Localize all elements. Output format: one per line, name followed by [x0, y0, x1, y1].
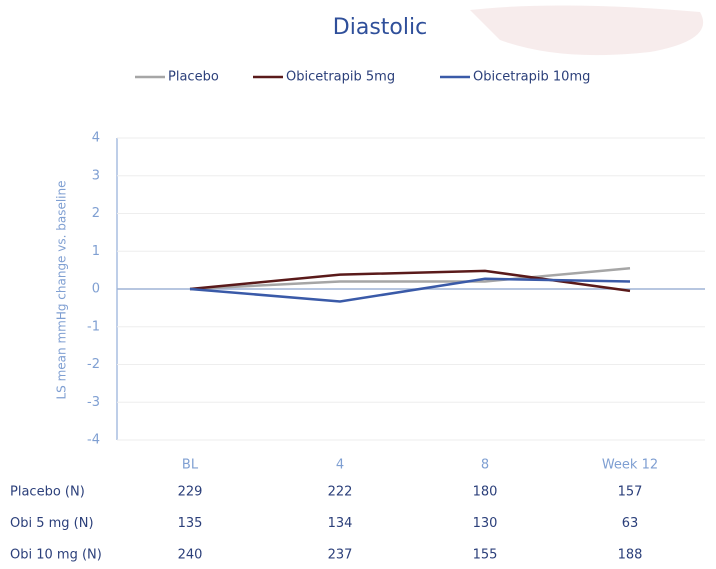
series-line [189, 266, 631, 291]
table-cell: 134 [328, 516, 353, 531]
table-cell: 157 [618, 485, 643, 500]
table-row-label: Obi 10 mg (N) [10, 548, 102, 563]
decoration [470, 5, 704, 56]
y-tick-label: -2 [87, 357, 100, 372]
x-tick-label: Week 12 [602, 458, 658, 473]
y-tick-label: -3 [87, 395, 100, 410]
table-cell: 222 [328, 485, 353, 500]
table-cell: 229 [178, 485, 203, 500]
series-line [189, 277, 631, 303]
table-cell: 155 [473, 548, 498, 563]
y-tick-label: 3 [92, 168, 100, 183]
table-cell: 240 [178, 548, 203, 563]
table-cell: 237 [328, 548, 353, 563]
table-row-label: Placebo (N) [10, 485, 85, 500]
y-tick-label: -4 [87, 433, 100, 448]
y-tick-label: 0 [92, 282, 100, 297]
table-cell: 63 [622, 516, 639, 531]
x-tick-label: BL [182, 458, 199, 473]
x-tick-label: 4 [336, 458, 344, 473]
table-cell: 135 [178, 516, 203, 531]
y-tick-label: 1 [92, 244, 100, 259]
y-tick-label: -1 [87, 319, 100, 334]
table-row-label: Obi 5 mg (N) [10, 516, 94, 531]
y-axis-label: LS mean mmHg change vs. baseline [55, 180, 69, 399]
legend-label: Obicetrapib 5mg [286, 70, 395, 85]
y-tick-label: 2 [92, 206, 100, 221]
chart-title: Diastolic [333, 15, 427, 40]
table-cell: 130 [473, 516, 498, 531]
table-cell: 180 [473, 485, 498, 500]
y-tick-label: 4 [92, 131, 100, 146]
legend-label: Obicetrapib 10mg [473, 70, 590, 85]
table-cell: 188 [618, 548, 643, 563]
x-tick-label: 8 [481, 458, 489, 473]
legend-label: Placebo [168, 70, 219, 85]
